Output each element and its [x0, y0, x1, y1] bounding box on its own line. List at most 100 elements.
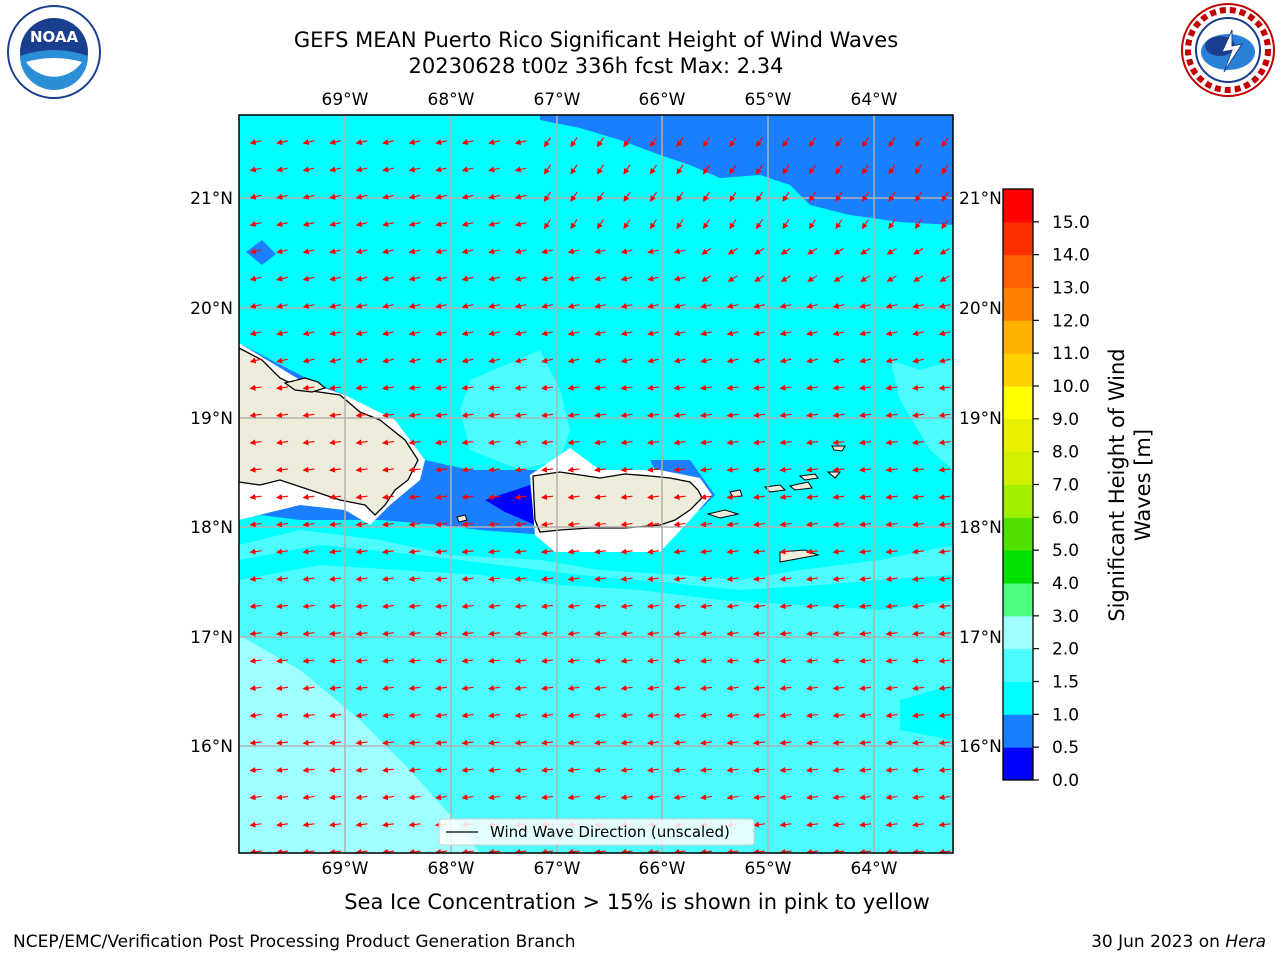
- wind-wave-arrow: [938, 575, 951, 582]
- wind-wave-arrow: [567, 548, 580, 555]
- wind-wave-arrow: [912, 330, 924, 337]
- wind-wave-arrow: [647, 766, 660, 773]
- wind-wave-arrow: [702, 137, 710, 148]
- colorbar-segment: [1003, 287, 1033, 321]
- wind-wave-arrow: [567, 466, 580, 473]
- wind-wave-arrow: [461, 603, 474, 610]
- wind-wave-arrow: [408, 766, 421, 773]
- wind-wave-arrow: [302, 712, 315, 719]
- map-frame: [238, 114, 954, 854]
- wind-wave-arrow: [596, 219, 604, 230]
- wind-wave-arrow: [726, 685, 739, 692]
- colorbar-title-line1: Significant Height of Wind: [1105, 348, 1129, 621]
- wind-wave-arrow: [382, 302, 394, 309]
- wind-wave-arrow: [938, 493, 951, 500]
- wind-wave-arrow: [567, 493, 580, 500]
- wind-wave-arrow: [832, 657, 845, 664]
- wind-wave-arrow: [700, 412, 713, 419]
- wind-wave-arrow: [700, 766, 713, 773]
- wind-wave-arrow: [938, 330, 951, 337]
- colorbar-frame: [1002, 188, 1034, 781]
- wind-wave-arrow: [276, 739, 289, 746]
- wind-wave-arrow: [912, 357, 924, 364]
- wind-wave-arrow: [514, 521, 527, 528]
- wind-wave-arrow: [329, 630, 342, 637]
- wind-wave-arrow: [594, 275, 606, 282]
- wind-wave-arrow: [567, 657, 580, 664]
- wind-wave-arrow: [541, 603, 554, 610]
- wind-wave-arrow: [673, 384, 686, 391]
- lat-tick-label: 19°N: [190, 409, 233, 429]
- wind-wave-arrow: [620, 575, 633, 582]
- wind-wave-arrow: [382, 139, 394, 146]
- wind-wave-arrow: [782, 191, 790, 202]
- colorbar-title-line2: Waves [m]: [1131, 429, 1155, 541]
- chart-title: GEFS MEAN Puerto Rico Significant Height…: [293, 28, 899, 52]
- wind-wave-arrow: [249, 275, 262, 282]
- wind-wave-arrow: [382, 794, 395, 801]
- wind-wave-arrow: [835, 137, 843, 148]
- wind-wave-arrow: [835, 164, 843, 175]
- nws-logo: [1181, 3, 1275, 97]
- wind-wave-arrow: [567, 330, 580, 337]
- wind-wave-arrow: [673, 712, 686, 719]
- colorbar-segment: [1003, 451, 1033, 485]
- wind-wave-arrow: [594, 766, 607, 773]
- wind-wave-arrow: [913, 248, 924, 255]
- wind-wave-arrow: [859, 575, 872, 582]
- wind-wave-arrow: [700, 384, 713, 391]
- wind-wave-arrow: [382, 384, 395, 391]
- wind-wave-arrow: [408, 166, 421, 173]
- wind-wave-arrow: [779, 685, 792, 692]
- wind-wave-arrow: [806, 548, 819, 555]
- wind-wave-arrow: [620, 330, 633, 337]
- wind-wave-arrow: [620, 248, 633, 255]
- wind-wave-arrow: [649, 137, 657, 148]
- wind-wave-arrow: [488, 275, 500, 282]
- wind-wave-arrow: [806, 603, 819, 610]
- wind-wave-arrow: [355, 685, 368, 692]
- wind-wave-arrow: [302, 821, 315, 828]
- wind-wave-arrow: [461, 630, 474, 637]
- wind-wave-arrow: [435, 166, 447, 173]
- wind-wave-arrow: [701, 275, 712, 282]
- wind-wave-arrow: [408, 384, 421, 391]
- wind-wave-arrow: [700, 657, 713, 664]
- wind-wave-arrow: [541, 575, 554, 582]
- wind-wave-arrow: [673, 657, 686, 664]
- wind-wave-arrow: [567, 575, 580, 582]
- wind-wave-arrow: [647, 248, 659, 255]
- wind-wave-arrow: [249, 330, 262, 337]
- wind-wave-arrow: [382, 412, 395, 419]
- wind-wave-arrow: [885, 630, 898, 637]
- wind-wave-arrow: [514, 657, 527, 664]
- wind-wave-arrow: [408, 275, 421, 282]
- colorbar-segment: [1003, 648, 1033, 682]
- wind-wave-arrow: [726, 657, 739, 664]
- wind-wave-arrow: [435, 139, 447, 146]
- wind-wave-arrow: [382, 193, 394, 200]
- colorbar-tick-label: 15.0: [1052, 213, 1090, 233]
- wind-wave-arrow: [488, 193, 500, 200]
- wind-wave-arrow: [859, 603, 872, 610]
- wind-wave-arrow: [938, 630, 951, 637]
- wind-wave-arrow: [302, 575, 315, 582]
- wind-wave-arrow: [594, 384, 607, 391]
- wind-wave-arrow: [859, 712, 872, 719]
- wind-wave-arrow: [355, 193, 368, 200]
- wind-wave-arrow: [329, 412, 342, 419]
- wind-wave-arrow: [461, 193, 474, 200]
- wind-wave-arrow: [807, 248, 818, 255]
- wind-wave-arrow: [488, 712, 501, 719]
- wind-wave-arrow: [941, 191, 949, 202]
- wind-wave-arrow: [806, 466, 819, 473]
- wind-wave-arrow: [276, 166, 288, 173]
- colorbar-tick-label: 13.0: [1052, 279, 1090, 299]
- wind-wave-arrow: [859, 794, 872, 801]
- wind-wave-arrow: [302, 139, 315, 146]
- wind-wave-arrow: [859, 302, 871, 309]
- wind-wave-arrow: [754, 275, 765, 282]
- lat-tick-label: 18°N: [190, 518, 233, 538]
- wind-wave-arrow: [329, 439, 342, 446]
